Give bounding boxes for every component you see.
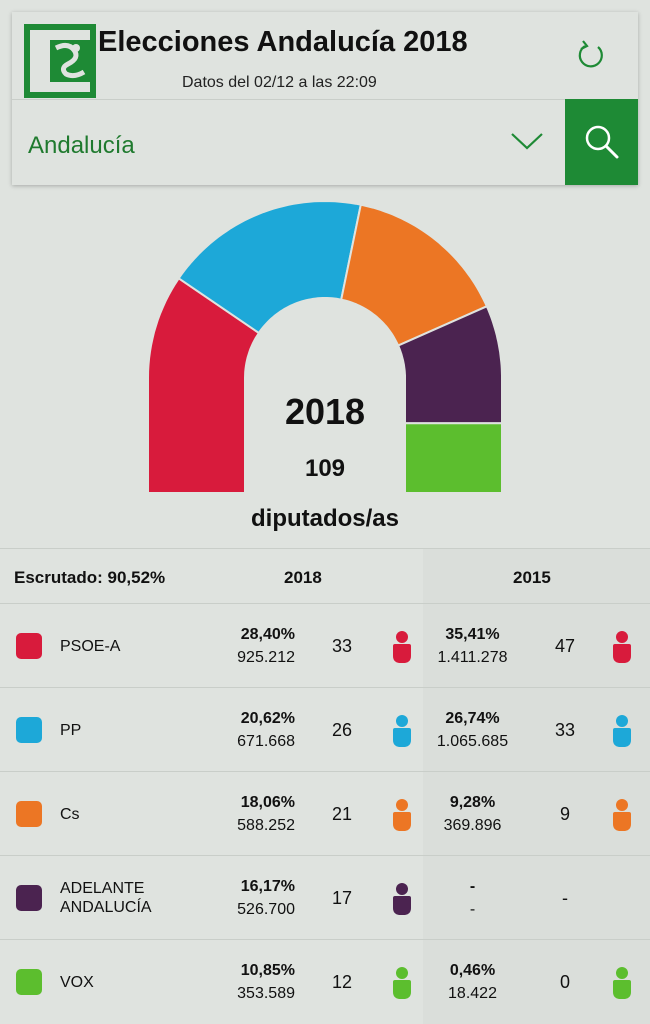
party-color-swatch (16, 969, 42, 995)
vote-percentage-2015: - (469, 878, 476, 895)
table-header: Escrutado: 90,52% 2018 2015 (0, 548, 650, 603)
column-2015-background (423, 548, 650, 1024)
party-color-swatch (16, 801, 42, 827)
deputy-icon (613, 799, 631, 831)
results-table: Escrutado: 90,52% 2018 2015 PSOE-A 28,40… (0, 548, 650, 1024)
vote-count-2018: 353.589 (237, 985, 295, 1002)
chevron-down-icon (511, 133, 543, 150)
update-timestamp: Datos del 02/12 a las 22:09 (182, 74, 377, 91)
vote-count-2015: 18.422 (448, 985, 497, 1002)
chart-year: 2018 (284, 391, 366, 432)
vote-percentage-2018: 10,85% (240, 962, 295, 979)
deputy-icon (393, 631, 411, 663)
header-card: Elecciones Andalucía 2018 Datos del 02/1… (12, 12, 638, 185)
search-button[interactable] (565, 99, 638, 185)
deputy-icon (393, 883, 411, 915)
party-name: Cs (60, 805, 80, 823)
vote-percentage-2015: 0,46% (449, 962, 496, 979)
table-row[interactable]: PSOE-A 28,40% 925.212 33 35,41% 1.411.27… (0, 603, 650, 687)
party-name: ADELANTE ANDALUCÍA (60, 880, 152, 916)
deputy-icon (393, 715, 411, 747)
vote-count-2018: 925.212 (237, 649, 295, 666)
table-row[interactable]: VOX 10,85% 353.589 12 0,46% 18.422 0 (0, 939, 650, 1023)
seats-2015: 9 (559, 804, 570, 824)
deputy-icon (613, 715, 631, 747)
vote-count-2015: 1.411.278 (437, 649, 508, 666)
hemicycle-chart (147, 199, 503, 494)
vote-percentage-2015: 9,28% (449, 794, 496, 811)
party-color-swatch (16, 885, 42, 911)
deputy-icon (613, 967, 631, 999)
vote-percentage-2018: 20,62% (240, 710, 295, 727)
vote-count-2015: 1.065.685 (436, 733, 509, 750)
region-selected-value: Andalucía (28, 132, 135, 159)
vote-count-2015: - (469, 901, 476, 918)
seats-2018: 26 (331, 720, 353, 740)
seat-chart: 2018 109 diputados/as (0, 195, 650, 545)
vote-count-2018: 671.668 (237, 733, 295, 750)
refresh-icon[interactable] (574, 38, 608, 72)
vote-percentage-2015: 35,41% (445, 626, 500, 643)
vote-percentage-2018: 16,17% (240, 878, 295, 895)
junta-andalucia-logo (24, 24, 96, 98)
column-header-2018: 2018 (284, 568, 322, 587)
column-header-2015: 2015 (513, 568, 551, 587)
seats-2018: 17 (331, 888, 353, 908)
hemicycle-segment-vox (404, 422, 503, 494)
vote-count-2018: 526.700 (237, 901, 295, 918)
scrutiny-percentage: Escrutado: 90,52% (14, 568, 166, 587)
party-name: PSOE-A (60, 637, 121, 655)
vote-percentage-2018: 28,40% (240, 626, 295, 643)
vote-percentage-2015: 26,74% (445, 710, 500, 727)
vote-percentage-2018: 18,06% (240, 794, 295, 811)
seats-2015: 47 (554, 636, 576, 656)
party-color-swatch (16, 633, 42, 659)
vote-count-2018: 588.252 (237, 817, 295, 834)
header-divider (12, 99, 565, 100)
table-row[interactable]: PP 20,62% 671.668 26 26,74% 1.065.685 33 (0, 687, 650, 771)
party-name: PP (60, 721, 82, 739)
seats-2015: 0 (559, 972, 570, 992)
deputy-icon (393, 967, 411, 999)
deputy-icon (613, 631, 631, 663)
deputy-icon (393, 799, 411, 831)
app-title: Elecciones Andalucía 2018 (98, 26, 468, 58)
region-dropdown[interactable]: Andalucía (12, 100, 565, 185)
seats-2018: 12 (331, 972, 353, 992)
total-seats: 109 (304, 455, 346, 482)
party-name: VOX (60, 973, 94, 991)
search-icon (585, 125, 618, 159)
seats-2015: - (562, 888, 568, 908)
seats-2018: 33 (331, 636, 353, 656)
table-row[interactable]: ADELANTE ANDALUCÍA 16,17% 526.700 17 - -… (0, 855, 650, 939)
table-row[interactable]: Cs 18,06% 588.252 21 9,28% 369.896 9 (0, 771, 650, 855)
seats-caption: diputados/as (250, 505, 400, 532)
party-color-swatch (16, 717, 42, 743)
seats-2018: 21 (331, 804, 353, 824)
vote-count-2015: 369.896 (443, 817, 502, 834)
seats-2015: 33 (554, 720, 576, 740)
